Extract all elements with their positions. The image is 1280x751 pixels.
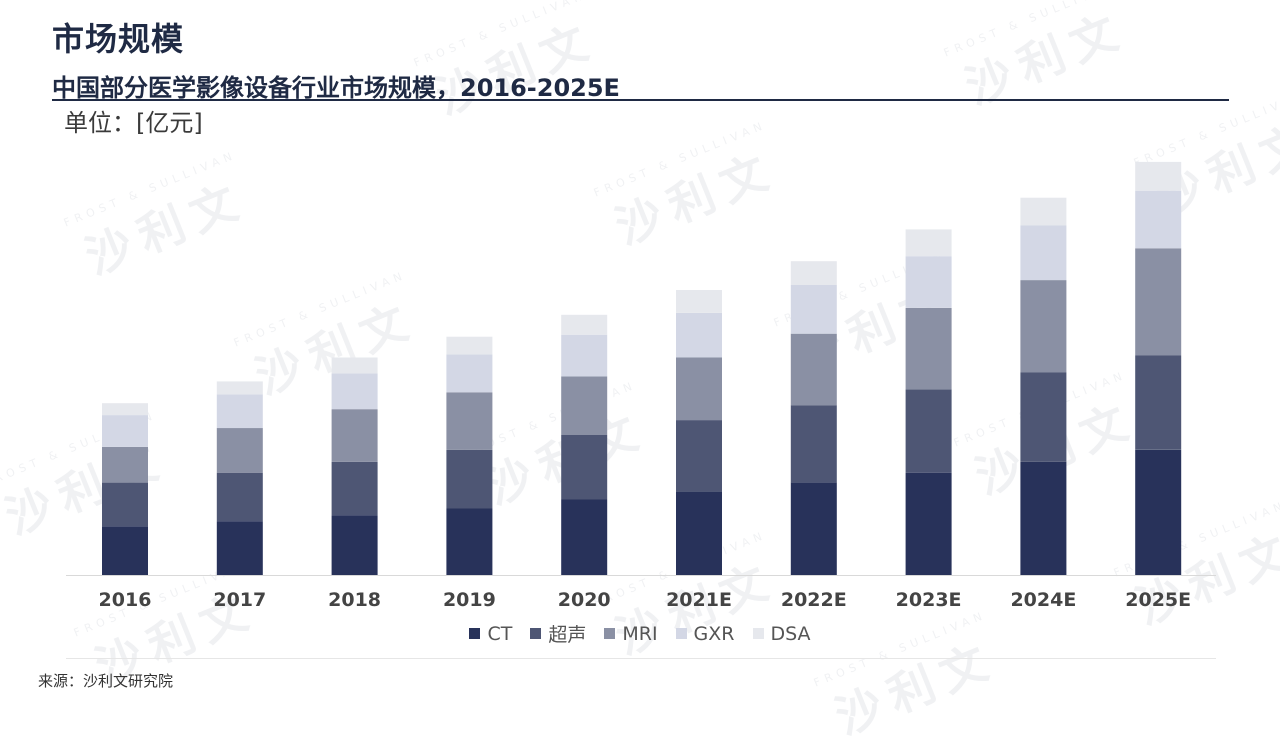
bar-segment-2017-4: [216, 381, 263, 395]
bar-segment-2025E-3: [1135, 190, 1182, 249]
bar-segment-2022E-0: [790, 482, 837, 575]
bar-segment-2019-4: [446, 336, 493, 355]
x-tick-label: 2024E: [1010, 589, 1076, 611]
legend-swatch: [530, 628, 542, 639]
page-title: 市场规模: [52, 20, 185, 58]
bar-segment-2016-1: [102, 482, 148, 527]
bar-segment-2017-0: [216, 521, 263, 575]
bar-segment-2021E-1: [676, 420, 722, 492]
bar-segment-2024E-0: [1020, 461, 1067, 575]
stacked-bar-chart: 2016 2017 2018 2019 2020 2021E 2022E 2023E 2024E…: [66, 161, 1216, 611]
bar-segment-2016-2: [102, 446, 148, 483]
bar-segment-2019-2: [446, 392, 493, 450]
x-tick-label: 2019: [443, 589, 496, 611]
legend-swatch: [752, 628, 764, 639]
bar-segment-2023E-0: [905, 472, 952, 575]
bar-segment-2023E-2: [905, 307, 952, 390]
bar-segment-2024E-4: [1020, 197, 1067, 226]
bar-segment-2022E-4: [790, 261, 837, 285]
bar-segment-2024E-3: [1020, 225, 1067, 281]
bar-segment-2018-3: [331, 373, 378, 410]
x-tick-label: 2020: [558, 589, 611, 611]
bar-segment-2019-1: [446, 449, 493, 509]
bar-segment-2022E-2: [790, 333, 837, 406]
bar-segment-2016-4: [102, 403, 148, 416]
bar-segment-2021E-0: [676, 491, 722, 575]
bar-segment-2024E-2: [1020, 280, 1067, 373]
x-tick-label: 2017: [213, 589, 266, 611]
x-tick-label: 2023E: [896, 589, 962, 611]
legend-item: DSA: [752, 620, 811, 647]
x-tick-label: 2025E: [1125, 589, 1191, 611]
legend-swatch: [469, 628, 481, 639]
bar-segment-2019-3: [446, 354, 493, 393]
bar-segment-2021E-3: [676, 312, 722, 358]
bar-segment-2020-2: [561, 376, 608, 435]
bar-segment-2020-3: [561, 334, 608, 377]
x-tick-label: 2016: [99, 589, 152, 611]
legend-item: GXR: [675, 620, 735, 647]
bar-segment-2018-1: [331, 461, 378, 516]
bar-segment-2018-4: [331, 357, 378, 374]
x-tick-label: 2021E: [666, 589, 732, 611]
legend-label: DSA: [770, 622, 811, 645]
bar-segment-2024E-1: [1020, 372, 1067, 462]
bar-segment-2016-0: [102, 526, 148, 575]
bar-segment-2021E-2: [676, 357, 722, 421]
bar-segment-2018-0: [331, 515, 378, 575]
bar-segment-2020-4: [561, 314, 608, 335]
legend-label: CT: [487, 622, 513, 645]
bar-segment-2023E-4: [905, 229, 952, 257]
chart-legend: CT 超声 MRI GXR DSA: [0, 620, 1280, 647]
chart-title: 中国部分医学影像设备行业市场规模，2016-2025E: [52, 74, 620, 102]
bar-segment-2017-3: [216, 394, 263, 429]
bar-segment-2018-2: [331, 409, 378, 462]
bar-segment-2023E-1: [905, 389, 952, 473]
bar-segment-2020-0: [561, 499, 608, 575]
bar-segment-2021E-4: [676, 290, 722, 313]
title-divider: [52, 99, 1229, 101]
legend-label: GXR: [693, 622, 735, 645]
legend-swatch: [675, 628, 687, 639]
bar-segment-2023E-3: [905, 256, 952, 308]
legend-label: 超声: [548, 624, 587, 646]
bar-segment-2016-3: [102, 415, 148, 447]
bar-segment-2025E-0: [1135, 449, 1182, 575]
legend-label: MRI: [622, 622, 658, 645]
bar-segment-2017-1: [216, 472, 263, 522]
bar-segment-2022E-3: [790, 285, 837, 334]
legend-swatch: [604, 628, 616, 639]
unit-label: 单位：[亿元]: [64, 109, 203, 137]
x-tick-label: 2022E: [781, 589, 847, 611]
source-note: 来源：沙利文研究院: [38, 672, 174, 690]
bar-segment-2019-0: [446, 508, 493, 575]
bar-segment-2017-2: [216, 428, 263, 473]
bar-segment-2025E-2: [1135, 248, 1182, 356]
bar-segment-2022E-1: [790, 405, 837, 483]
bar-segment-2025E-4: [1135, 161, 1182, 191]
legend-item: 超声: [530, 620, 586, 647]
bar-segment-2025E-1: [1135, 355, 1182, 450]
bar-segment-2020-1: [561, 435, 608, 500]
footer-divider: [66, 658, 1216, 659]
legend-item: CT: [469, 620, 512, 647]
legend-item: MRI: [604, 620, 658, 647]
x-tick-label: 2018: [328, 589, 381, 611]
